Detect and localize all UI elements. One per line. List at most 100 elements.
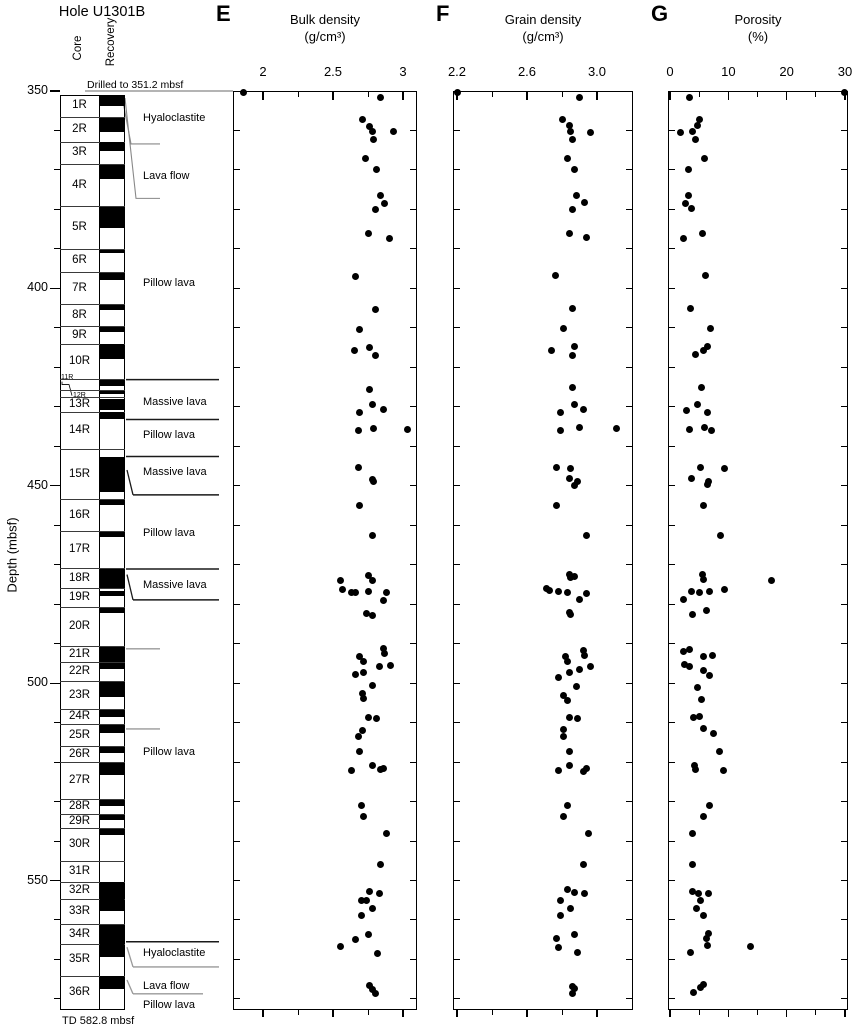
depth-tick-minor <box>54 445 60 447</box>
lithology-unit-label: Lava flow <box>143 170 190 183</box>
depth-edge-tick <box>626 485 632 487</box>
depth-edge-tick <box>234 485 240 487</box>
data-point <box>350 347 358 355</box>
data-point <box>702 935 710 943</box>
data-point <box>553 501 561 509</box>
depth-edge-tick <box>234 287 240 289</box>
panel-letter: E <box>216 1 231 26</box>
data-point <box>555 767 562 775</box>
data-point <box>565 747 573 755</box>
depth-edge-tick <box>410 880 416 882</box>
data-point <box>696 588 704 596</box>
data-point <box>689 610 697 618</box>
depth-edge-tick <box>626 287 632 289</box>
data-point <box>375 662 383 670</box>
data-point <box>364 931 372 939</box>
data-point <box>682 406 690 414</box>
core-recovery-bar <box>99 344 124 360</box>
depth-tick-label: 450 <box>27 477 48 492</box>
data-point <box>709 652 717 659</box>
depth-tick-minor <box>54 998 60 1000</box>
core-recovery-bar <box>99 390 124 395</box>
data-point <box>565 668 573 676</box>
data-point <box>560 732 568 740</box>
data-point <box>556 426 564 434</box>
depth-edge-tick <box>234 169 240 171</box>
core-row-divider <box>60 379 125 380</box>
data-point <box>583 234 590 242</box>
data-point <box>379 644 387 652</box>
core-row-label: 12R <box>73 391 86 399</box>
data-point <box>354 463 362 471</box>
data-point <box>581 198 589 206</box>
depth-edge-tick <box>626 761 632 763</box>
x-axis-tick-major <box>596 91 598 100</box>
data-point <box>686 663 694 671</box>
depth-edge-tick <box>234 129 240 131</box>
depth-tick-minor <box>54 208 60 210</box>
data-point <box>767 576 775 584</box>
panel-plot-box <box>233 91 417 1010</box>
drilled-note: Drilled to 351.2 mbsf <box>87 79 184 91</box>
depth-tick-minor <box>54 919 60 921</box>
depth-tick-minor <box>54 169 60 171</box>
depth-edge-tick <box>410 840 416 842</box>
data-point <box>567 127 575 135</box>
depth-edge-tick <box>669 406 675 408</box>
data-point <box>841 88 849 96</box>
depth-tick-minor <box>54 643 60 645</box>
data-point <box>686 426 694 434</box>
data-point <box>356 747 364 755</box>
core-recovery-bar <box>99 828 124 835</box>
data-point <box>356 652 364 660</box>
depth-edge-tick <box>454 682 460 684</box>
core-recovery-bar <box>99 590 124 597</box>
data-point <box>706 587 714 595</box>
core-recovery-bar <box>99 882 124 900</box>
data-point <box>370 425 378 433</box>
core-recovery-bar <box>99 249 124 254</box>
depth-edge-tick <box>626 524 632 526</box>
data-point <box>692 350 700 358</box>
depth-edge-tick <box>454 287 460 289</box>
core-row-label: 34R <box>68 927 91 940</box>
core-recovery-bar <box>99 899 124 911</box>
data-point <box>370 478 378 486</box>
data-point <box>698 229 706 237</box>
data-point <box>563 657 571 665</box>
data-point <box>560 813 568 821</box>
core-row-divider <box>60 828 125 830</box>
core-recovery-bar <box>99 164 124 180</box>
depth-edge-tick <box>234 445 240 447</box>
x-axis-tick-minor <box>561 1010 563 1015</box>
depth-edge-tick <box>626 840 632 842</box>
depth-edge-tick <box>454 406 460 408</box>
x-axis-tick-major <box>669 91 671 100</box>
data-point <box>351 671 359 679</box>
depth-edge-tick <box>669 682 675 684</box>
data-point <box>354 732 362 740</box>
panel-letter: G <box>651 1 669 26</box>
depth-edge-tick <box>841 208 847 210</box>
data-point <box>681 199 689 207</box>
data-point <box>583 764 590 772</box>
core-row-label: 31R <box>68 865 91 878</box>
x-axis-tick-minor <box>815 91 817 97</box>
data-point <box>570 888 578 896</box>
depth-edge-tick <box>669 958 675 960</box>
data-point <box>579 406 587 414</box>
data-point <box>693 122 701 130</box>
depth-edge-tick <box>454 564 460 566</box>
data-point <box>553 463 561 471</box>
x-axis-tick-major <box>262 91 264 100</box>
depth-edge-tick <box>410 722 416 724</box>
lithology-unit-label: Hyaloclastite <box>143 946 206 959</box>
depth-edge-tick <box>841 485 847 487</box>
core-recovery-divider <box>99 94 100 1011</box>
depth-edge-tick <box>410 643 416 645</box>
core-row-label: 1R <box>72 99 87 112</box>
data-point <box>382 588 390 596</box>
lithology-hook-line <box>126 574 134 600</box>
core-row-label: 10R <box>68 355 91 367</box>
depth-edge-tick <box>234 761 240 763</box>
